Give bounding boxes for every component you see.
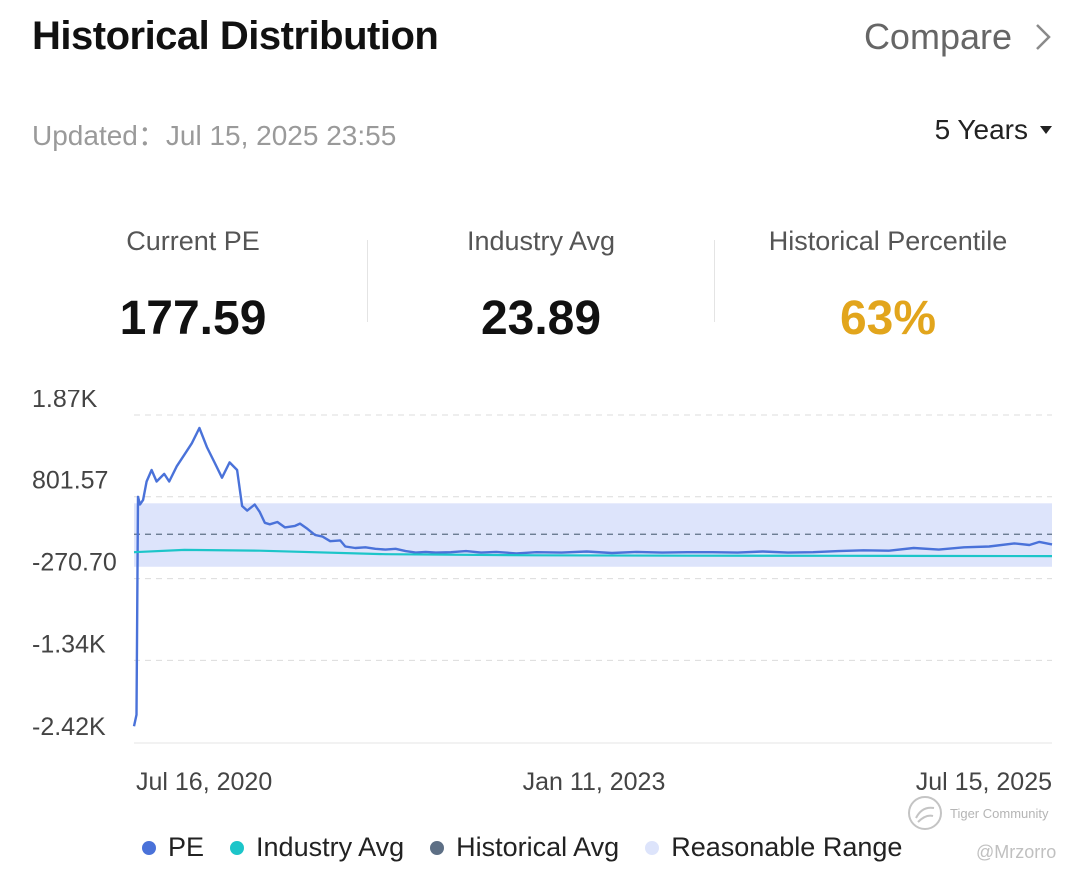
legend-dot xyxy=(645,840,660,855)
updated-label: Updated： xyxy=(32,120,166,151)
caret-down-icon xyxy=(1040,126,1052,134)
y-tick-label: 801.57 xyxy=(32,467,108,495)
watermark-user: @Mrzorro xyxy=(976,842,1057,862)
compare-label: Compare xyxy=(863,16,1012,57)
x-tick-label: Jul 16, 2020 xyxy=(136,768,272,796)
reasonable-range-band xyxy=(134,503,1052,567)
stat-historical-percentile: Historical Percentile 63% xyxy=(715,226,1061,346)
period-label: 5 Years xyxy=(934,114,1028,145)
x-tick-label: Jul 15, 2025 xyxy=(916,768,1052,796)
chevron-right-icon xyxy=(1036,24,1051,50)
y-tick-label: 1.87K xyxy=(32,390,98,413)
updated-timestamp: Updated：Jul 15, 2025 23:55 xyxy=(32,114,396,154)
legend-item-industry-avg: Industry Avg xyxy=(230,832,404,863)
stat-label: Industry Avg xyxy=(466,226,616,256)
x-tick-label: Jan 11, 2023 xyxy=(523,768,666,796)
period-selector[interactable]: 5 Years xyxy=(935,114,1054,146)
industry-avg-series-line xyxy=(133,548,1053,558)
legend-label: Industry Avg xyxy=(256,832,405,862)
legend-dot xyxy=(230,840,245,855)
legend-item-pe: PE xyxy=(142,832,204,863)
y-tick-label: -1.34K xyxy=(32,630,106,658)
stats-row: Current PE 177.59 Industry Avg 23.89 His… xyxy=(20,226,1060,356)
stat-value: 63% xyxy=(839,292,937,345)
y-tick-label: -2.42K xyxy=(32,713,106,741)
stat-label: Current PE xyxy=(126,226,260,256)
tiger-logo-icon xyxy=(908,796,942,830)
chart-legend: PE Industry Avg Historical Avg Reasonabl… xyxy=(142,832,928,863)
legend-dot xyxy=(430,840,445,855)
stat-value: 177.59 xyxy=(119,292,267,345)
stat-divider xyxy=(367,240,368,322)
compare-button[interactable]: Compare xyxy=(864,16,1052,58)
legend-label: Historical Avg xyxy=(456,832,620,862)
pe-history-chart: 1.87K 801.57 -270.70 -1.34K -2.42K Jul 16, 20… xyxy=(32,390,1053,796)
legend-item-reasonable-range: Reasonable Range xyxy=(645,832,902,863)
legend-dot xyxy=(142,840,156,855)
watermark: Tiger Community @Mrzorro xyxy=(906,794,1066,864)
pe-series-line xyxy=(132,426,1053,727)
y-tick-label: -270.70 xyxy=(32,549,117,577)
legend-label: PE xyxy=(168,832,205,862)
watermark-brand: Tiger Community xyxy=(950,805,1049,821)
page-title: Historical Distribution xyxy=(32,14,439,58)
stat-label: Historical Percentile xyxy=(768,226,1008,256)
updated-value: Jul 15, 2025 23:55 xyxy=(165,120,397,151)
legend-item-historical-avg: Historical Avg xyxy=(430,832,619,863)
legend-label: Reasonable Range xyxy=(671,832,903,862)
stat-industry-avg: Industry Avg 23.89 xyxy=(368,226,714,346)
stat-current-pe: Current PE 177.59 xyxy=(20,226,366,346)
stat-divider xyxy=(714,240,715,322)
stat-value: 23.89 xyxy=(480,292,602,345)
